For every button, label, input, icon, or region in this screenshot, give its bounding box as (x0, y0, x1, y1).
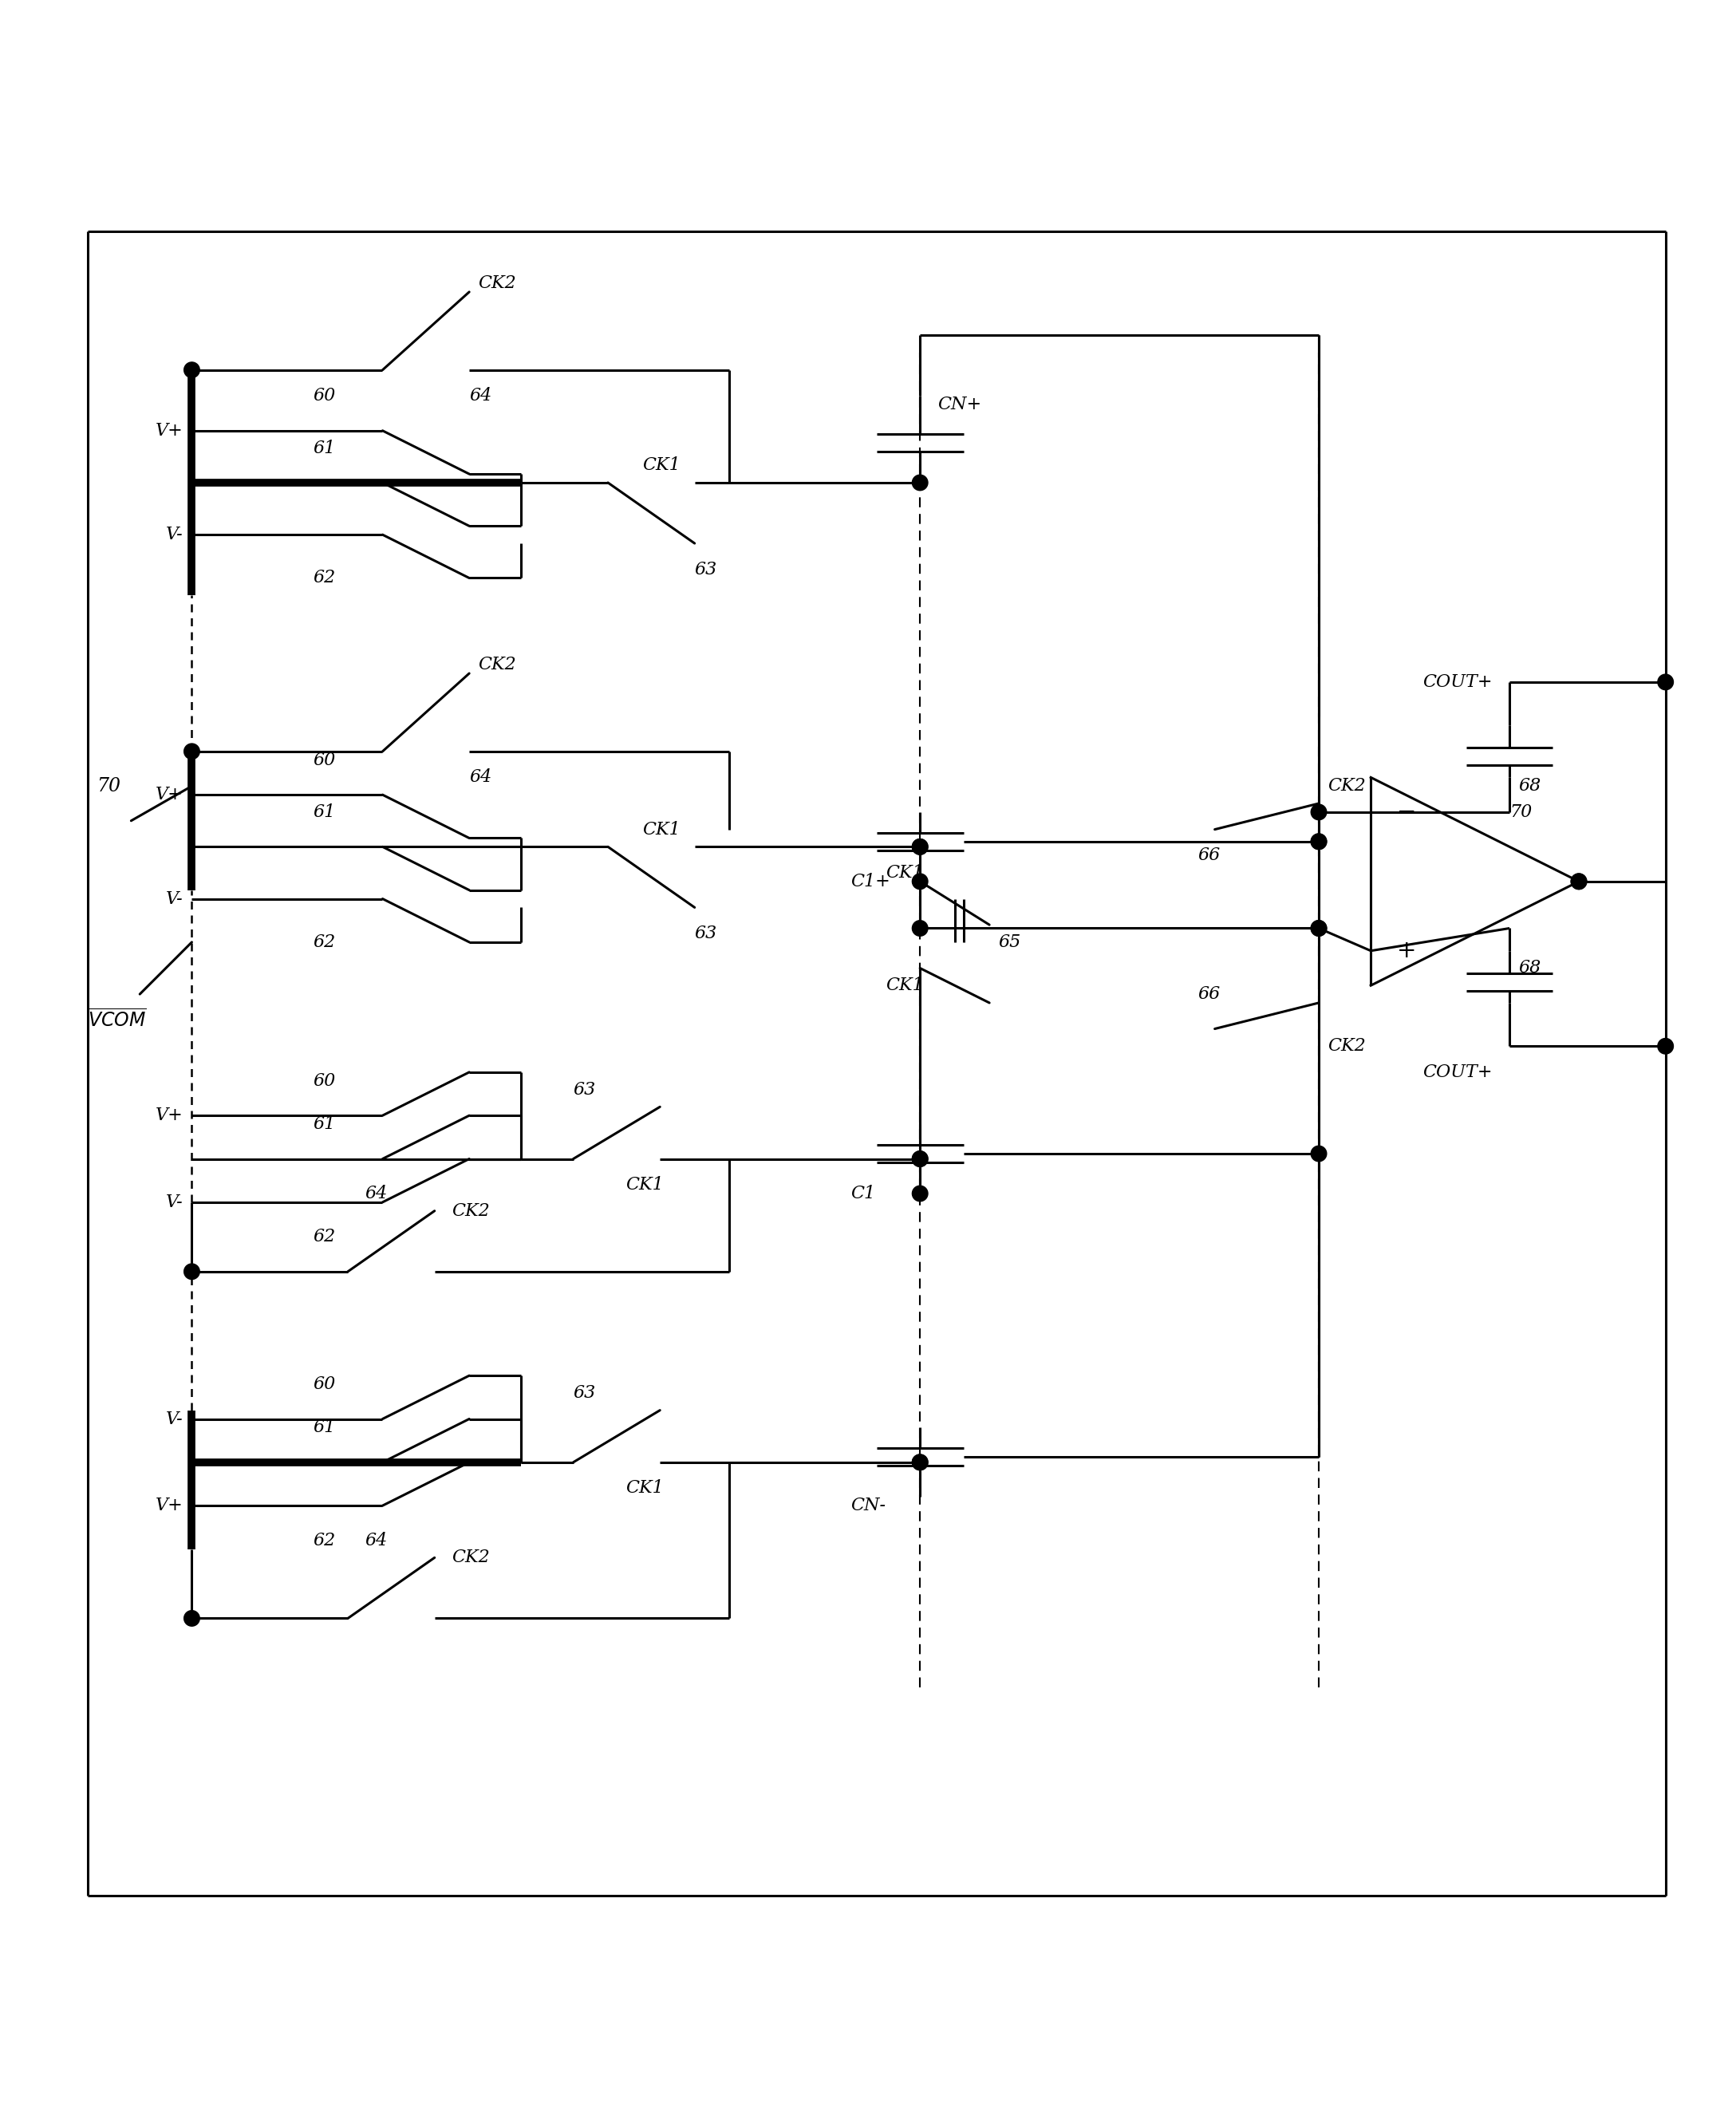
Text: V+: V+ (156, 1497, 184, 1514)
Text: 70: 70 (1510, 804, 1533, 821)
Circle shape (1311, 1146, 1326, 1161)
Circle shape (1571, 874, 1587, 889)
Text: 64: 64 (469, 768, 491, 787)
Text: 61: 61 (312, 1419, 335, 1436)
Circle shape (911, 1455, 927, 1470)
Text: CK2: CK2 (477, 655, 516, 674)
Circle shape (1571, 874, 1587, 889)
Text: CK1: CK1 (625, 1480, 663, 1497)
Text: CK1: CK1 (885, 976, 924, 993)
Text: CK2: CK2 (451, 1548, 490, 1565)
Text: CK1: CK1 (642, 821, 681, 838)
Text: CK2: CK2 (1328, 776, 1366, 795)
Text: $\overline{VCOM}$: $\overline{VCOM}$ (89, 1010, 146, 1032)
Text: CK2: CK2 (1328, 1038, 1366, 1055)
Circle shape (911, 474, 927, 491)
Text: 63: 63 (694, 562, 717, 579)
Text: 62: 62 (312, 1531, 335, 1548)
Text: CN-: CN- (851, 1497, 885, 1514)
Text: CK1: CK1 (642, 457, 681, 474)
Circle shape (911, 874, 927, 889)
Circle shape (911, 838, 927, 855)
Text: 61: 61 (312, 804, 335, 821)
Text: 62: 62 (312, 1227, 335, 1246)
Text: 60: 60 (312, 1072, 335, 1089)
Text: 62: 62 (312, 570, 335, 587)
Text: COUT+: COUT+ (1424, 1064, 1493, 1081)
Circle shape (1311, 804, 1326, 819)
Text: +: + (1397, 940, 1417, 961)
Circle shape (1311, 834, 1326, 849)
Circle shape (184, 1263, 200, 1278)
Text: 70: 70 (97, 776, 120, 795)
Text: 64: 64 (365, 1185, 387, 1202)
Text: 60: 60 (312, 387, 335, 404)
Circle shape (911, 1185, 927, 1202)
Circle shape (911, 1151, 927, 1168)
Text: 64: 64 (469, 387, 491, 404)
Circle shape (1311, 921, 1326, 936)
Text: 68: 68 (1519, 776, 1542, 795)
Text: COUT+: COUT+ (1424, 674, 1493, 691)
Text: V-: V- (167, 1193, 184, 1210)
Text: 60: 60 (312, 1376, 335, 1393)
Text: −: − (1397, 802, 1417, 823)
Text: 65: 65 (998, 934, 1021, 951)
Circle shape (911, 921, 927, 936)
Text: 61: 61 (312, 1115, 335, 1134)
Text: CK2: CK2 (451, 1202, 490, 1219)
Circle shape (1658, 1038, 1674, 1055)
Text: 63: 63 (694, 925, 717, 942)
Circle shape (1311, 834, 1326, 849)
Text: C1+: C1+ (851, 872, 891, 891)
Text: 60: 60 (312, 751, 335, 768)
Text: CK2: CK2 (477, 274, 516, 291)
Text: 63: 63 (573, 1385, 595, 1402)
Text: 66: 66 (1198, 985, 1220, 1004)
Text: V+: V+ (156, 1106, 184, 1125)
Text: V-: V- (167, 889, 184, 908)
Text: V+: V+ (156, 787, 184, 804)
Text: CN+: CN+ (937, 396, 981, 413)
Circle shape (911, 838, 927, 855)
Text: CK1: CK1 (625, 1176, 663, 1193)
Text: 68: 68 (1519, 959, 1542, 976)
Text: 66: 66 (1198, 847, 1220, 864)
Text: V-: V- (167, 1410, 184, 1427)
Text: V-: V- (167, 525, 184, 545)
Circle shape (1658, 674, 1674, 689)
Text: 64: 64 (365, 1531, 387, 1548)
Circle shape (184, 1610, 200, 1627)
Text: 62: 62 (312, 934, 335, 951)
Circle shape (1311, 921, 1326, 936)
Circle shape (911, 1455, 927, 1470)
Text: 63: 63 (573, 1081, 595, 1098)
Circle shape (911, 1151, 927, 1168)
Circle shape (184, 362, 200, 379)
Circle shape (184, 744, 200, 759)
Text: V+: V+ (156, 421, 184, 440)
Text: C1: C1 (851, 1185, 875, 1202)
Text: CK1: CK1 (885, 864, 924, 881)
Text: 61: 61 (312, 438, 335, 457)
